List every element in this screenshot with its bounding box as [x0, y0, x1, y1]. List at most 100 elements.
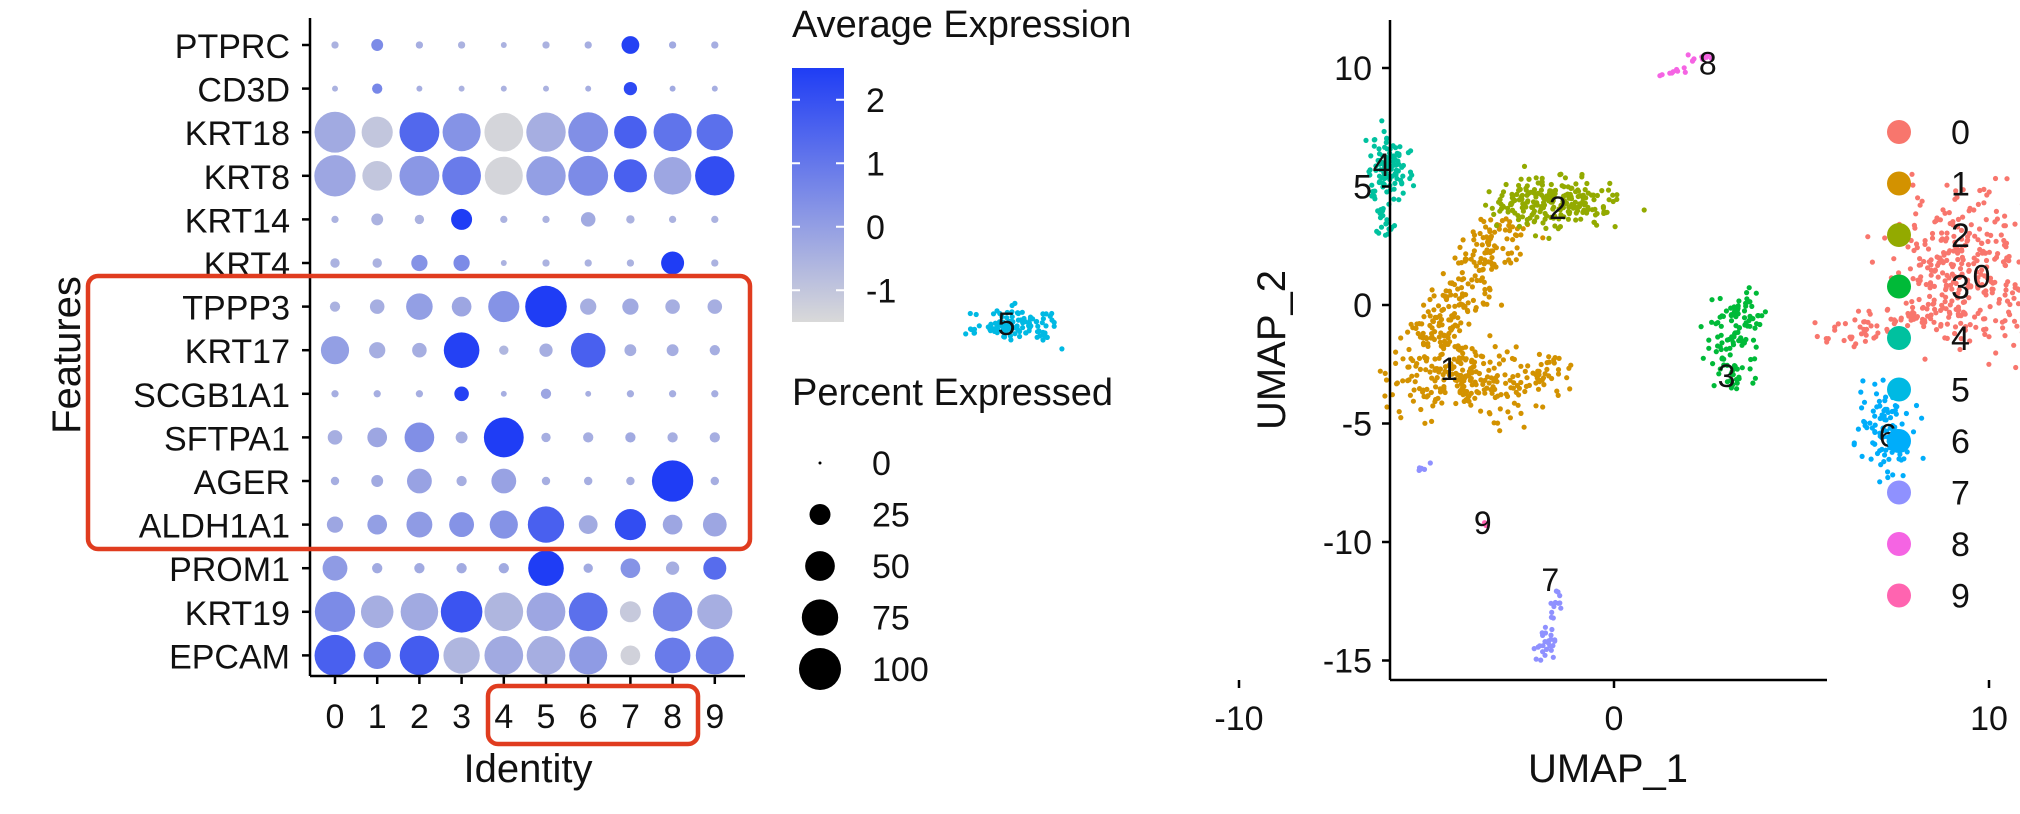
- umap-point: [1955, 224, 1961, 230]
- dot: [443, 637, 480, 674]
- umap-point: [1946, 275, 1952, 281]
- umap-point: [1373, 167, 1379, 173]
- umap-point: [1377, 368, 1383, 374]
- umap-point: [1979, 282, 1985, 288]
- umap-point: [1517, 186, 1523, 192]
- umap-point: [1940, 207, 1946, 213]
- umap-point: [1601, 209, 1607, 215]
- umap-point: [1540, 643, 1546, 649]
- dot: [484, 112, 524, 152]
- umap-point: [1405, 150, 1411, 156]
- umap-point: [1410, 398, 1416, 404]
- umap-point: [1014, 324, 1020, 330]
- umap-point: [1407, 392, 1413, 398]
- umap-point: [973, 311, 979, 318]
- umap-point: [1434, 375, 1440, 381]
- dot: [526, 156, 566, 196]
- umap-point: [1009, 309, 1015, 315]
- umap-point: [1542, 371, 1548, 377]
- dot: [711, 41, 719, 49]
- dot: [614, 509, 646, 541]
- umap-point: [1435, 366, 1441, 372]
- umap-point: [1452, 255, 1458, 261]
- dot: [314, 634, 356, 676]
- umap-point: [1417, 366, 1423, 372]
- umap-point: [1992, 219, 1998, 225]
- umap-point: [1383, 221, 1389, 227]
- umap-point: [1516, 182, 1522, 189]
- umap-point: [1400, 378, 1406, 384]
- umap-point: [1008, 337, 1014, 343]
- umap-point: [1933, 327, 1940, 333]
- umap-point: [1971, 261, 1977, 267]
- umap-cluster-label: 8: [1699, 45, 1717, 81]
- umap-point: [1513, 257, 1519, 263]
- feature-label: SCGB1A1: [133, 377, 290, 415]
- umap-point: [1463, 397, 1469, 403]
- umap-point: [1553, 588, 1559, 594]
- dot: [585, 85, 592, 92]
- dot: [326, 516, 344, 533]
- dot: [613, 159, 647, 193]
- umap-point: [1430, 403, 1436, 409]
- umap-point: [1753, 344, 1759, 350]
- dot: [330, 476, 340, 486]
- umap-point: [1565, 216, 1571, 222]
- dot: [542, 215, 550, 224]
- dot: [568, 155, 609, 196]
- umap-point: [1962, 310, 1968, 316]
- dot: [668, 390, 677, 398]
- umap-point: [1395, 151, 1401, 157]
- umap-x-axis-title: UMAP_1: [1528, 747, 1688, 791]
- umap-point: [1524, 375, 1530, 381]
- umap-point: [1392, 180, 1398, 186]
- umap-point: [2012, 282, 2018, 288]
- umap-point: [1513, 344, 1519, 350]
- dot: [406, 293, 433, 320]
- umap-point: [1505, 209, 1511, 215]
- umap-point: [1717, 366, 1723, 372]
- umap-point: [1915, 277, 1921, 283]
- dot: [527, 506, 565, 543]
- umap-point: [1592, 212, 1599, 218]
- umap-point: [1885, 306, 1891, 312]
- umap-point: [1709, 319, 1715, 325]
- dot: [570, 332, 606, 368]
- umap-point: [1420, 389, 1426, 395]
- umap-point: [1974, 269, 1980, 275]
- umap-point: [2001, 223, 2007, 229]
- y-axis-title: Features: [45, 276, 89, 434]
- umap-point: [1580, 200, 1586, 206]
- umap-legend-label: 1: [1951, 166, 1970, 204]
- umap-point: [1442, 293, 1448, 299]
- umap-point: [1004, 315, 1010, 321]
- umap-point: [1942, 335, 1948, 341]
- umap-point: [1470, 229, 1476, 235]
- umap-point: [2014, 323, 2020, 329]
- umap-point: [1901, 456, 1907, 462]
- umap-point: [1541, 382, 1547, 388]
- umap-point: [1906, 312, 1912, 318]
- umap-point: [1858, 389, 1864, 395]
- umap-point: [1545, 640, 1551, 646]
- dot: [327, 430, 343, 445]
- umap-point: [1429, 287, 1435, 293]
- umap-legend-swatch: [1887, 429, 1911, 453]
- umap-point: [1886, 456, 1892, 462]
- umap-point: [1986, 249, 1992, 255]
- umap-point: [1516, 223, 1522, 229]
- dot: [667, 432, 678, 443]
- umap-point: [1012, 300, 1018, 306]
- umap-point: [1458, 301, 1464, 307]
- dot: [453, 254, 470, 272]
- umap-point: [1885, 469, 1891, 475]
- dot: [484, 636, 524, 675]
- umap-point: [1675, 68, 1681, 74]
- umap-point: [1017, 333, 1023, 340]
- umap-point: [1952, 324, 1959, 330]
- umap-point: [1944, 235, 1950, 241]
- umap-point: [1719, 340, 1725, 346]
- umap-point: [1466, 368, 1472, 375]
- umap-point: [1470, 297, 1476, 303]
- umap-x-tick-label: 10: [1970, 700, 2008, 738]
